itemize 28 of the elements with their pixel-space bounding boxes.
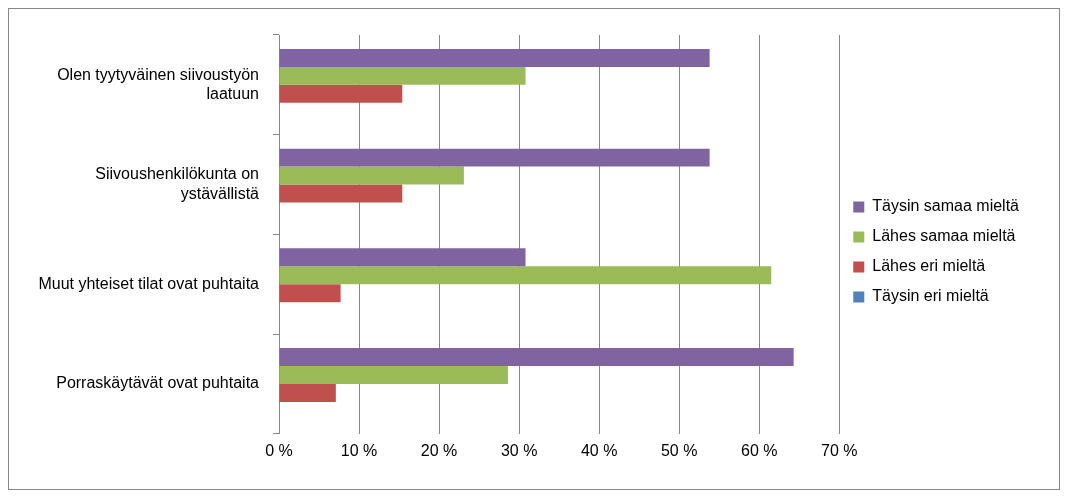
y-tick-label: Porraskäytävät ovat puhtaita [56,374,260,392]
x-tick-label: 10 % [340,441,378,459]
bar [279,48,710,67]
y-tick-label: Siivoushenkilökunta on ystävällistä [95,165,260,202]
legend-label: Lähes eri mieltä [872,257,986,275]
bar [279,84,403,103]
legend-label: Lähes samaa mieltä [872,227,1016,245]
bar [279,66,526,85]
bar [279,184,403,203]
bar [279,248,526,267]
bar [279,383,336,402]
bar [279,148,710,167]
x-tick-label: 70 % [821,441,858,459]
x-tick-label: 20 % [420,441,458,459]
bar [279,284,341,303]
x-tick-label: 0 % [265,441,293,459]
bar [279,366,508,384]
y-tick-label: Olen tyytyväinen siivoustyön laatuun [57,65,259,102]
bar [279,266,772,285]
bar [279,166,464,185]
bar [279,348,794,366]
x-tick-label: 60 % [741,441,778,459]
legend-label: Täysin samaa mieltä [872,197,1020,215]
x-tick-label: 40 % [580,441,618,459]
x-tick-label: 30 % [500,441,538,459]
x-tick-label: 50 % [660,441,698,459]
legend-label: Täysin eri mieltä [872,287,989,305]
y-tick-label: Muut yhteiset tilat ovat puhtaita [38,274,260,292]
